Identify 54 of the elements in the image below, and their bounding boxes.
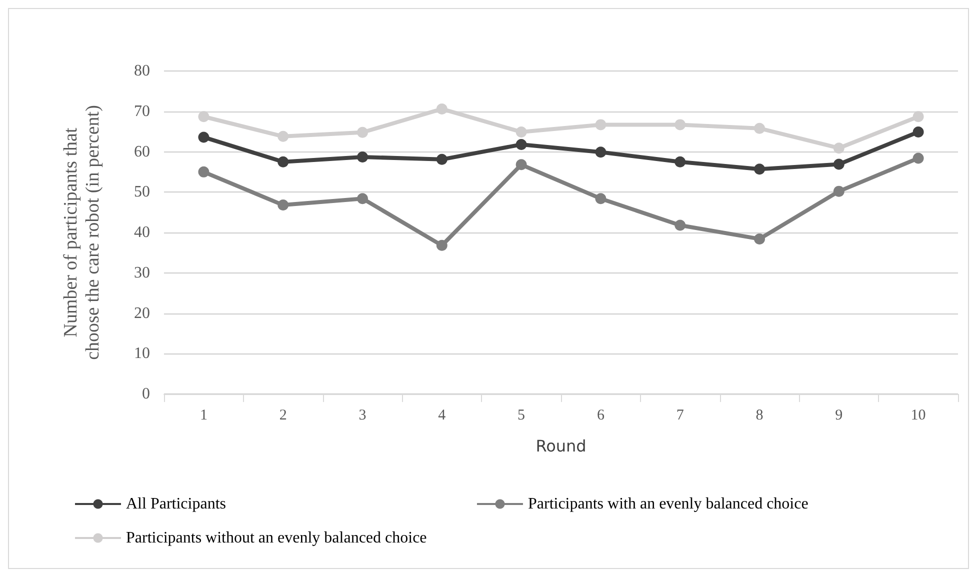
- y-tick-label: 0: [142, 386, 150, 402]
- point: [436, 154, 448, 165]
- point: [674, 119, 686, 130]
- point: [833, 186, 844, 197]
- x-tick-label: 1: [200, 408, 208, 424]
- point: [198, 132, 210, 143]
- point: [516, 138, 527, 150]
- legend-label: Participants without an evenly balanced choice: [126, 530, 427, 546]
- point: [198, 111, 210, 122]
- point: [436, 240, 448, 251]
- point: [278, 130, 289, 142]
- point: [912, 111, 924, 122]
- point: [674, 220, 686, 231]
- point: [833, 142, 844, 154]
- point: [595, 146, 606, 158]
- x-tick-label: 8: [756, 408, 764, 424]
- point: [436, 103, 448, 114]
- y-tick-label: 80: [134, 62, 150, 80]
- y-tick-label: 40: [134, 224, 150, 241]
- point: [278, 200, 289, 211]
- point: [754, 164, 765, 175]
- point: [357, 193, 368, 204]
- point: [278, 156, 289, 168]
- point: [595, 119, 606, 130]
- point: [912, 126, 924, 138]
- point: [516, 159, 527, 170]
- point: [833, 158, 844, 170]
- x-tick-label: 5: [518, 408, 526, 424]
- point: [516, 126, 527, 138]
- y-axis-title: Number of participants that choose the care robot (in percent): [60, 105, 104, 360]
- x-tick-label: 6: [596, 408, 605, 424]
- x-tick-label: 3: [358, 408, 366, 424]
- y-tick-label: 70: [134, 102, 150, 120]
- point: [357, 126, 368, 138]
- point: [754, 122, 765, 134]
- y-tick-label: 50: [134, 184, 150, 201]
- y-tick-label: 60: [134, 143, 150, 160]
- point: [674, 156, 686, 168]
- point: [912, 152, 924, 164]
- legend-label: All Participants: [126, 496, 226, 512]
- x-tick-label: 9: [835, 408, 843, 424]
- legend-label: Participants with an evenly balanced choice: [528, 496, 808, 512]
- y-tick-label: 10: [134, 345, 150, 362]
- x-tick-label: 7: [676, 408, 684, 424]
- x-tick-label: 10: [910, 408, 926, 424]
- x-axis-title: Round: [536, 436, 586, 456]
- point: [754, 233, 765, 244]
- x-tick-label: 4: [438, 408, 446, 424]
- point: [357, 152, 368, 162]
- y-tick-label: 30: [134, 264, 150, 282]
- x-tick-label: 2: [279, 408, 287, 424]
- point: [595, 193, 606, 204]
- y-tick-label: 20: [134, 304, 150, 322]
- point: [198, 166, 210, 178]
